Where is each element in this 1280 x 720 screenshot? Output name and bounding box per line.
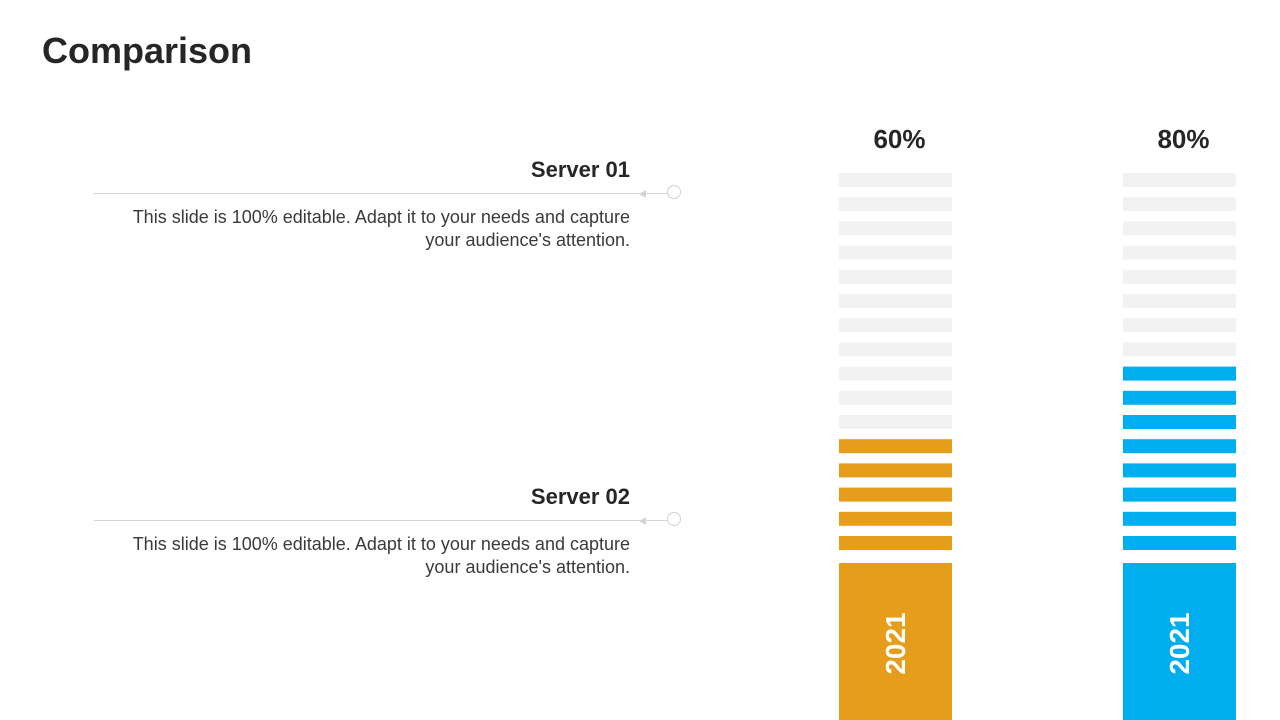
bar-value-label: 80% xyxy=(1157,124,1209,154)
bar-segment-empty xyxy=(839,294,952,308)
bar-segment-filled xyxy=(839,439,952,454)
bar-value-label: 60% xyxy=(873,124,925,154)
server-02-connector-line xyxy=(94,520,672,521)
server-02-arrow-icon xyxy=(639,517,646,525)
server-01-description-line1: This slide is 100% editable. Adapt it to… xyxy=(132,207,630,227)
bar-segment-filled xyxy=(839,536,952,550)
bar-segment-empty xyxy=(839,245,952,260)
bar-segment-filled xyxy=(1123,536,1236,550)
server-02-heading: Server 02 xyxy=(530,484,630,509)
bar-segment-empty xyxy=(839,221,952,236)
server-02-callout: Server 02 This slide is 100% editable. A… xyxy=(60,484,681,594)
bar-segment-empty xyxy=(1123,221,1236,236)
server-01-description-line2: your audience's attention. xyxy=(425,230,630,250)
bar-segment-filled xyxy=(1123,439,1236,454)
server-01-dot-icon xyxy=(667,185,681,199)
server-01-connector-line xyxy=(94,193,672,194)
bar-segment-empty xyxy=(839,269,952,284)
bar-category-label: 2021 xyxy=(1164,612,1195,674)
bar-category-label: 2021 xyxy=(880,612,911,674)
server-02-description: This slide is 100% editable. Adapt it to… xyxy=(50,533,630,579)
bar-segment-filled xyxy=(1123,487,1236,502)
server-02-description-line2: your audience's attention. xyxy=(425,557,630,577)
bar-segment-filled xyxy=(1123,463,1236,478)
bar-segment-filled xyxy=(1123,511,1236,526)
server-01-arrow-icon xyxy=(639,190,646,198)
bar-segment-filled xyxy=(839,463,952,478)
bar-segment-empty xyxy=(1123,318,1236,333)
server-02-dot-icon xyxy=(667,512,681,526)
bar-base-block xyxy=(839,563,952,720)
bar-segment-filled xyxy=(839,511,952,526)
bar-base-block xyxy=(1123,563,1236,720)
bar-segment-empty xyxy=(1123,173,1236,187)
bar-segment-empty xyxy=(839,390,952,405)
server-01-heading: Server 01 xyxy=(530,157,630,182)
slide-title: Comparison xyxy=(42,30,253,71)
server-01-callout: Server 01 This slide is 100% editable. A… xyxy=(60,157,681,267)
bar-segment-empty xyxy=(839,318,952,333)
bar-segment-empty xyxy=(1123,245,1236,260)
bar-segment-empty xyxy=(1123,294,1236,308)
bar-segment-empty xyxy=(839,197,952,212)
bar-segment-empty xyxy=(1123,197,1236,212)
bar-segment-filled xyxy=(839,487,952,502)
bar-segment-filled xyxy=(1123,390,1236,405)
bar-segment-filled xyxy=(1123,366,1236,381)
server-01-description: This slide is 100% editable. Adapt it to… xyxy=(50,206,630,252)
bar-segment-empty xyxy=(839,342,952,357)
bar-segment-empty xyxy=(1123,269,1236,284)
bar-segment-filled xyxy=(1123,415,1236,429)
bar-segment-empty xyxy=(839,173,952,187)
server-02-description-line1: This slide is 100% editable. Adapt it to… xyxy=(132,534,630,554)
bar-segment-empty xyxy=(1123,342,1236,357)
bar-segment-empty xyxy=(839,415,952,429)
bar-segment-empty xyxy=(839,366,952,381)
